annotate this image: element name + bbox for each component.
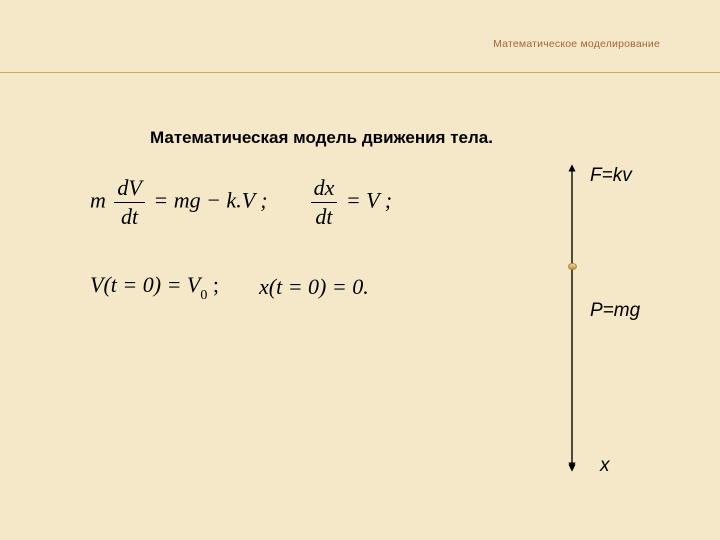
eq1r-num: dx bbox=[311, 175, 338, 203]
equation-row-2: V(t = 0) = V0 ; x(t = 0) = 0. bbox=[90, 272, 432, 302]
header-divider bbox=[0, 72, 720, 73]
eq1r-frac-dxdt: dx dt bbox=[311, 175, 338, 230]
label-fkv: F=kv bbox=[590, 165, 632, 187]
force-diagram: F=kv P=mg x bbox=[530, 160, 680, 490]
eq2-V: V bbox=[90, 272, 103, 297]
eq2-sub: 0 bbox=[200, 288, 207, 303]
header-region: Математическое моделирование bbox=[0, 0, 720, 72]
equation-1-left: m dV dt = mg − k.V ; bbox=[90, 175, 268, 230]
eq1-rhs: = mg − k.V ; bbox=[153, 188, 267, 213]
eq1r-rhs: = V ; bbox=[346, 188, 392, 213]
equation-2-right: x(t = 0) = 0. bbox=[259, 274, 369, 300]
eq1-m: m bbox=[90, 188, 106, 213]
label-pmg: P=mg bbox=[590, 300, 640, 322]
equation-2-left: V(t = 0) = V0 ; bbox=[90, 272, 219, 302]
page-title: Математическая модель движения тела. bbox=[150, 128, 493, 148]
eq2r-arg: (t = 0) = 0. bbox=[269, 274, 369, 299]
equation-block: m dV dt = mg − k.V ; dx dt = V ; V(t = 0… bbox=[90, 175, 432, 344]
equation-1-right: dx dt = V ; bbox=[308, 175, 392, 230]
eq2-arg: (t = 0) = V bbox=[103, 272, 200, 297]
eq1-num: dV bbox=[114, 175, 144, 203]
label-x: x bbox=[600, 455, 610, 477]
mass-point bbox=[568, 263, 577, 270]
header-subtitle: Математическое моделирование bbox=[493, 38, 660, 50]
eq1-den: dt bbox=[114, 203, 144, 230]
eq2r-x: x bbox=[259, 274, 269, 299]
eq1-frac-dvdt: dV dt bbox=[114, 175, 144, 230]
eq1r-den: dt bbox=[311, 203, 338, 230]
equation-row-1: m dV dt = mg − k.V ; dx dt = V ; bbox=[90, 175, 432, 230]
eq2-end: ; bbox=[207, 272, 219, 297]
